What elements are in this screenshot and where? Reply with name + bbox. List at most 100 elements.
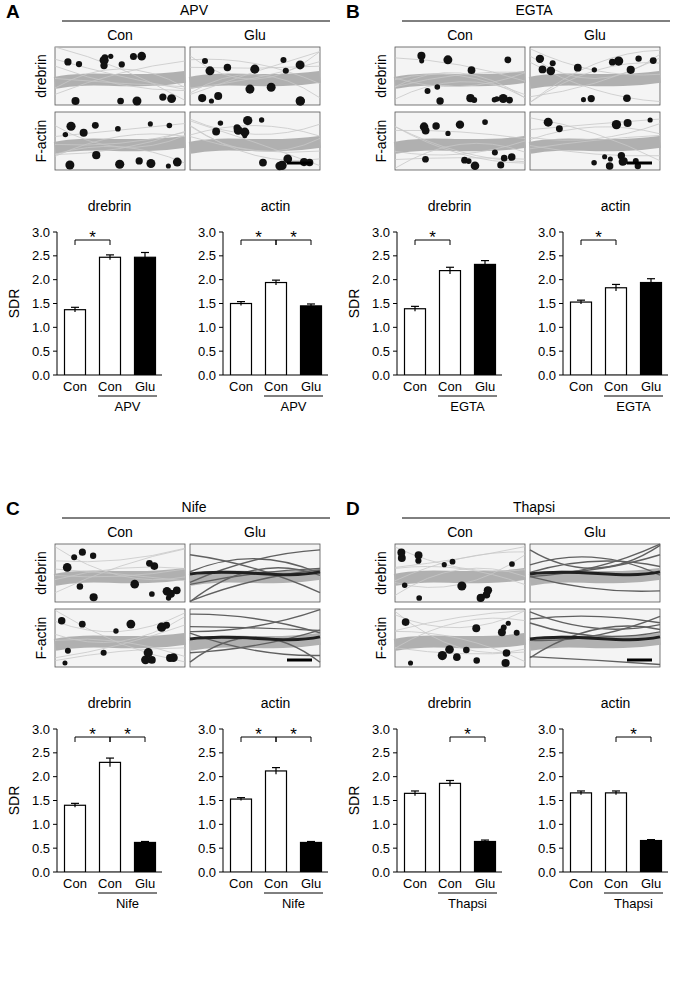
header-rule (402, 21, 670, 22)
y-tick-label: 2.0 (198, 769, 216, 784)
bar (301, 842, 322, 872)
spine (591, 160, 597, 166)
error-cap (411, 306, 419, 307)
error-stem (484, 261, 485, 269)
spine (280, 57, 286, 63)
bar (65, 805, 86, 872)
y-tick (53, 327, 57, 328)
spine (508, 153, 516, 161)
spine (419, 58, 424, 63)
group-label: APV (114, 399, 140, 414)
filament (530, 577, 660, 592)
y-tick-label: 1.5 (198, 793, 216, 808)
x-tick-label: Con (604, 876, 628, 891)
spine (137, 52, 146, 61)
x-tick-label: Glu (301, 876, 321, 891)
bar (440, 783, 461, 872)
column-label: Con (447, 27, 473, 43)
filament (395, 547, 525, 568)
error-cap (106, 254, 114, 255)
image-frame (55, 47, 185, 105)
y-tick (393, 729, 397, 730)
error-cap (446, 267, 454, 268)
filament (55, 61, 185, 94)
spine (471, 97, 477, 103)
spine (504, 56, 511, 63)
significance-label: * (290, 228, 297, 247)
treatment-label: Thapsi (513, 499, 555, 515)
filament (55, 548, 185, 562)
x-tick-label: Con (569, 876, 593, 891)
error-cap (612, 284, 620, 285)
y-tick-label: 1.5 (32, 793, 50, 808)
spine (482, 119, 488, 125)
spine (443, 55, 452, 64)
error-stem (615, 284, 616, 291)
y-tick-label: 3.0 (198, 225, 216, 240)
y-tick-label: 0.0 (372, 865, 390, 880)
significance-label: * (124, 725, 131, 744)
significance-label: * (89, 228, 96, 247)
error-bar (307, 304, 315, 308)
filament (530, 616, 660, 640)
marks (231, 280, 322, 375)
y-tick (559, 752, 563, 753)
spine (149, 591, 155, 597)
y-tick (559, 872, 563, 873)
spine (457, 581, 466, 590)
error-bar (237, 798, 245, 801)
filament (190, 610, 320, 632)
filament (190, 137, 320, 153)
spine (544, 118, 553, 127)
y-tick-label: 2.5 (372, 248, 390, 263)
error-cap (307, 841, 315, 842)
spine (205, 66, 214, 75)
dendrite-core (190, 637, 320, 640)
marks (571, 791, 662, 872)
y-tick (219, 824, 223, 825)
spine (296, 97, 305, 106)
micrograph (395, 609, 525, 667)
y-tick-label: 2.5 (538, 248, 556, 263)
filament (190, 614, 320, 633)
scale-bar (287, 162, 312, 165)
y-tick (393, 327, 397, 328)
filament (190, 633, 320, 655)
spine (450, 559, 456, 565)
spine (492, 97, 497, 102)
spine (76, 61, 82, 67)
y-tick-label: 0.5 (538, 841, 556, 856)
spine (63, 563, 72, 572)
y-tick-label: 1.5 (372, 793, 390, 808)
error-bar (411, 791, 419, 796)
y-tick-label: 1.5 (198, 296, 216, 311)
bar (405, 309, 426, 375)
x-tick-label: Con (63, 876, 87, 891)
image-frame (530, 47, 660, 105)
spine (173, 158, 182, 167)
y-tick-label: 3.0 (538, 722, 556, 737)
panel-letter: B (346, 1, 360, 22)
y-tick (219, 375, 223, 376)
filament (190, 630, 320, 653)
bar (440, 271, 461, 375)
spine (402, 618, 410, 626)
error-bar (272, 768, 280, 775)
spine (146, 560, 153, 567)
x-tick-label: Glu (641, 379, 661, 394)
filament (395, 611, 525, 631)
filament (395, 618, 525, 648)
spine (588, 95, 595, 102)
y-tick (393, 351, 397, 352)
error-cap (106, 757, 114, 758)
x-tick-label: Con (604, 379, 628, 394)
spine (275, 162, 283, 170)
filament (395, 72, 525, 87)
error-cap (577, 790, 585, 791)
y-tick-label: 1.5 (538, 793, 556, 808)
spine (602, 154, 607, 159)
spine (296, 96, 305, 105)
spine (436, 97, 443, 104)
x-tick-label: Con (403, 876, 427, 891)
header-rule (62, 21, 330, 22)
